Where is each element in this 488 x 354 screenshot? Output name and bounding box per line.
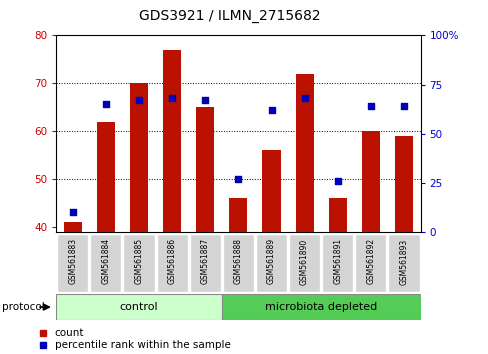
Text: protocol: protocol (2, 302, 45, 312)
Bar (196, 107, 214, 232)
Text: GSM561884: GSM561884 (101, 238, 110, 284)
Bar (222, 294, 420, 320)
Bar (295, 74, 313, 232)
Text: GSM561890: GSM561890 (300, 238, 308, 285)
Bar (223, 234, 253, 292)
Text: GSM561892: GSM561892 (366, 238, 375, 284)
Point (234, 176, 242, 182)
Bar (97, 122, 115, 232)
Text: GSM561885: GSM561885 (134, 238, 143, 284)
Bar (387, 234, 419, 292)
Point (102, 101, 110, 107)
Text: count: count (55, 328, 84, 338)
Bar (163, 50, 181, 232)
Point (267, 107, 275, 113)
Text: percentile rank within the sample: percentile rank within the sample (55, 340, 230, 350)
Bar (63, 222, 81, 232)
Bar (229, 198, 247, 232)
Text: GSM561887: GSM561887 (201, 238, 209, 284)
Text: GDS3921 / ILMN_2715682: GDS3921 / ILMN_2715682 (139, 9, 320, 23)
Bar (262, 150, 280, 232)
Text: GSM561891: GSM561891 (332, 238, 342, 284)
Point (300, 96, 308, 101)
Text: GSM561883: GSM561883 (68, 238, 77, 284)
Text: microbiota depleted: microbiota depleted (264, 302, 377, 312)
Bar (394, 136, 412, 232)
Bar (90, 234, 121, 292)
Bar (56, 294, 222, 320)
Bar (130, 83, 148, 232)
Bar (361, 131, 379, 232)
Point (333, 178, 341, 184)
Bar (328, 198, 346, 232)
Point (168, 96, 176, 101)
Text: GSM561889: GSM561889 (266, 238, 275, 284)
Bar (156, 234, 187, 292)
Bar (123, 234, 154, 292)
Text: GSM561886: GSM561886 (167, 238, 176, 284)
Bar (288, 234, 320, 292)
Text: GSM561888: GSM561888 (233, 238, 243, 284)
Bar (189, 234, 221, 292)
Text: GSM561893: GSM561893 (399, 238, 407, 285)
Bar (57, 234, 88, 292)
Bar (255, 234, 286, 292)
Point (69, 210, 77, 215)
Text: control: control (120, 302, 158, 312)
Point (399, 103, 407, 109)
Point (201, 97, 209, 103)
Point (366, 103, 374, 109)
Bar (322, 234, 353, 292)
Point (135, 97, 142, 103)
Bar (355, 234, 386, 292)
